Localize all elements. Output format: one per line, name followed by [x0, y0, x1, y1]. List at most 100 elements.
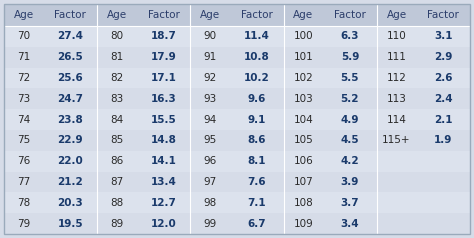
Text: 72: 72	[17, 73, 30, 83]
Bar	[4, 88, 470, 109]
Text: 112: 112	[387, 73, 406, 83]
Text: 17.1: 17.1	[151, 73, 176, 83]
Text: 103: 103	[293, 94, 313, 104]
Text: Age: Age	[200, 10, 220, 20]
Text: Age: Age	[386, 10, 407, 20]
Text: 3.1: 3.1	[434, 31, 452, 41]
Bar	[4, 172, 470, 192]
Text: 14.8: 14.8	[151, 135, 176, 145]
Text: 2.1: 2.1	[434, 115, 452, 125]
Text: 95: 95	[203, 135, 217, 145]
Text: 24.7: 24.7	[57, 94, 83, 104]
Bar	[4, 68, 470, 88]
Text: 14.1: 14.1	[151, 156, 176, 166]
Text: 16.3: 16.3	[151, 94, 176, 104]
Text: 107: 107	[293, 177, 313, 187]
Text: 27.4: 27.4	[57, 31, 83, 41]
Text: 94: 94	[203, 115, 217, 125]
Text: 99: 99	[203, 218, 217, 229]
Bar	[4, 26, 470, 47]
Text: 4.2: 4.2	[341, 156, 359, 166]
Text: 5.5: 5.5	[341, 73, 359, 83]
Text: 13.4: 13.4	[151, 177, 176, 187]
Text: 11.4: 11.4	[244, 31, 270, 41]
Text: 71: 71	[17, 52, 30, 62]
Text: 109: 109	[293, 218, 313, 229]
Text: 20.3: 20.3	[57, 198, 83, 208]
Text: 7.6: 7.6	[247, 177, 266, 187]
Text: 26.5: 26.5	[57, 52, 83, 62]
Text: Factor: Factor	[55, 10, 86, 20]
Bar	[4, 130, 470, 151]
Text: 12.0: 12.0	[151, 218, 176, 229]
Text: 106: 106	[293, 156, 313, 166]
Text: 6.7: 6.7	[247, 218, 266, 229]
Text: 1.9: 1.9	[434, 135, 452, 145]
Text: 90: 90	[203, 31, 217, 41]
Text: 78: 78	[17, 198, 30, 208]
Text: 2.4: 2.4	[434, 94, 452, 104]
Text: 4.5: 4.5	[341, 135, 359, 145]
Bar	[4, 213, 470, 234]
Text: 84: 84	[110, 115, 124, 125]
Text: 108: 108	[293, 198, 313, 208]
Text: Age: Age	[293, 10, 313, 20]
Text: 23.8: 23.8	[57, 115, 83, 125]
Text: 70: 70	[17, 31, 30, 41]
Text: 114: 114	[387, 115, 406, 125]
Text: 5.2: 5.2	[341, 94, 359, 104]
Text: 17.9: 17.9	[151, 52, 176, 62]
Text: 3.7: 3.7	[341, 198, 359, 208]
Text: Age: Age	[14, 10, 34, 20]
Bar	[4, 151, 470, 172]
Text: 86: 86	[110, 156, 124, 166]
Text: 89: 89	[110, 218, 124, 229]
Text: 74: 74	[17, 115, 30, 125]
Text: 5.9: 5.9	[341, 52, 359, 62]
Text: 91: 91	[203, 52, 217, 62]
Bar	[4, 192, 470, 213]
Text: Factor: Factor	[334, 10, 366, 20]
Text: 21.2: 21.2	[57, 177, 83, 187]
Text: 81: 81	[110, 52, 124, 62]
Text: 85: 85	[110, 135, 124, 145]
Text: Factor: Factor	[147, 10, 180, 20]
Text: 18.7: 18.7	[151, 31, 176, 41]
Text: 22.0: 22.0	[57, 156, 83, 166]
Text: 15.5: 15.5	[151, 115, 176, 125]
Bar	[4, 47, 470, 68]
Text: 22.9: 22.9	[57, 135, 83, 145]
Text: 100: 100	[293, 31, 313, 41]
Text: 10.8: 10.8	[244, 52, 270, 62]
Text: 105: 105	[293, 135, 313, 145]
Text: 98: 98	[203, 198, 217, 208]
Text: 82: 82	[110, 73, 124, 83]
Text: 80: 80	[110, 31, 123, 41]
Text: 111: 111	[387, 52, 406, 62]
Text: 104: 104	[293, 115, 313, 125]
Text: 2.9: 2.9	[434, 52, 452, 62]
Text: 93: 93	[203, 94, 217, 104]
Text: 97: 97	[203, 177, 217, 187]
Bar	[4, 4, 470, 26]
Text: 7.1: 7.1	[247, 198, 266, 208]
Bar	[4, 109, 470, 130]
Text: 19.5: 19.5	[57, 218, 83, 229]
Text: 96: 96	[203, 156, 217, 166]
Text: 101: 101	[293, 52, 313, 62]
Text: 75: 75	[17, 135, 30, 145]
Text: Factor: Factor	[427, 10, 459, 20]
Text: 2.6: 2.6	[434, 73, 452, 83]
Text: 10.2: 10.2	[244, 73, 270, 83]
Text: 3.4: 3.4	[341, 218, 359, 229]
Text: 102: 102	[293, 73, 313, 83]
Text: 8.1: 8.1	[247, 156, 266, 166]
Text: 3.9: 3.9	[341, 177, 359, 187]
Text: Age: Age	[107, 10, 127, 20]
Text: 12.7: 12.7	[151, 198, 176, 208]
Text: 77: 77	[17, 177, 30, 187]
Text: 79: 79	[17, 218, 30, 229]
Text: 73: 73	[17, 94, 30, 104]
Text: 76: 76	[17, 156, 30, 166]
Text: 115+: 115+	[382, 135, 411, 145]
